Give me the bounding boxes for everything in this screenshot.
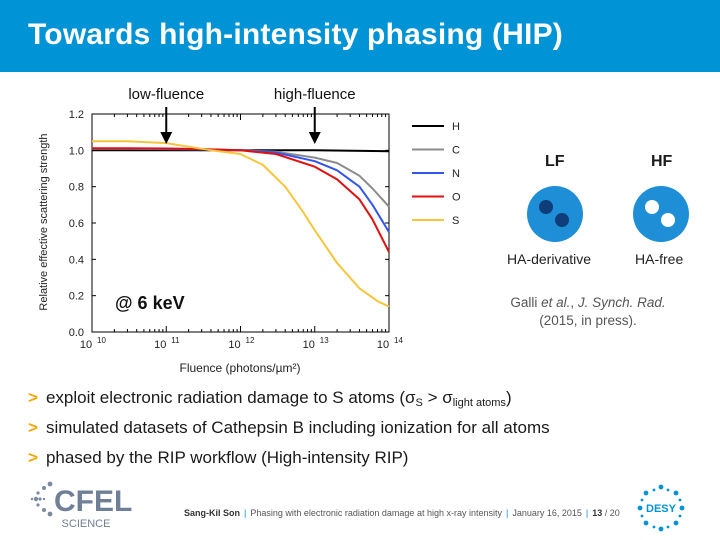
series-line-n	[92, 147, 390, 233]
y-tick-label: 1.2	[69, 109, 84, 121]
title-bar: Towards high-intensity phasing (HIP)	[0, 0, 720, 72]
lf-heavy-atom-icon	[539, 200, 553, 214]
x-tick-label: 10	[377, 339, 389, 351]
y-axis-label: Relative effective scattering strength	[38, 133, 50, 310]
desy-logo: DESY	[637, 484, 685, 532]
series-line-o	[92, 147, 390, 253]
cfel-logo: CFEL SCIENCE	[30, 481, 132, 530]
bullet-text: exploit electronic radiation damage to S…	[45, 388, 416, 407]
y-tick-label: 0.2	[69, 291, 84, 303]
citation: Galli et al., J. Synch. Rad. (2015, in p…	[510, 295, 666, 328]
fluence-annotation-label: low-fluence	[128, 86, 204, 103]
down-arrow-icon	[160, 132, 173, 144]
crystal-diagrams	[527, 186, 689, 242]
bullet-subscript: S	[415, 397, 423, 409]
y-tick-label: 0.8	[69, 182, 84, 194]
energy-annotation: @ 6 keV	[115, 293, 185, 313]
slide-title: Towards high-intensity phasing (HIP)	[28, 18, 563, 51]
citation-journal: J. Synch. Rad.	[577, 295, 666, 310]
citation-author: Galli	[510, 295, 538, 310]
footer-date: January 16, 2015	[512, 508, 582, 518]
citation-year: (2015, in press).	[539, 313, 637, 328]
x-axis-ticks: 10 10 10 11 10 12 10 13 10 14	[80, 114, 403, 351]
x-tick-label: 10	[80, 339, 92, 351]
x-tick-label: 10	[228, 339, 240, 351]
footer-talk-title: Phasing with electronic radiation damage…	[250, 508, 502, 518]
bullet-item: > phased by the RIP workflow (High-intens…	[28, 448, 550, 478]
legend-label-o: O	[452, 192, 461, 204]
legend-label-s: S	[452, 215, 459, 227]
desy-logo-dots-icon	[637, 484, 685, 532]
x-tick-label: 10	[303, 339, 315, 351]
lf-heavy-atom-icon	[555, 213, 569, 227]
footer-page-number: 13	[592, 508, 603, 518]
cfel-logo-dots-icon	[30, 481, 53, 517]
series-lines	[92, 140, 390, 308]
fluence-annotation-label: high-fluence	[274, 86, 356, 103]
legend-label-c: C	[452, 145, 460, 157]
cfel-logo-text: CFEL	[54, 485, 132, 518]
lf-crystal-label: HA-derivative	[507, 251, 592, 267]
bullet-arrow-icon: >	[28, 388, 38, 407]
y-tick-label: 0.6	[69, 218, 84, 230]
footer: Sang-Kil Son | Phasing with electronic rad…	[184, 508, 620, 518]
x-tick-exponent: 14	[394, 336, 403, 345]
annotations: low-fluence high-fluence @ 6 keV	[115, 86, 356, 313]
y-tick-label: 0.0	[69, 327, 84, 339]
y-tick-label: 1.0	[69, 145, 84, 157]
down-arrow-icon	[308, 132, 321, 144]
x-axis-label: Fluence (photons/µm²)	[180, 361, 301, 375]
hf-crystal-circle	[633, 186, 689, 242]
bullet-list: > exploit electronic radiation damage to …	[28, 388, 550, 478]
bullet-item: > simulated datasets of Cathepsin B inclu…	[28, 418, 550, 448]
legend-label-h: H	[452, 121, 460, 133]
footer-author: Sang-Kil Son	[184, 508, 240, 518]
desy-logo-text: DESY	[646, 503, 677, 515]
hf-label: HF	[651, 153, 673, 170]
footer-page-total: / 20	[604, 508, 620, 518]
bullet-subscript: light atoms	[452, 397, 506, 409]
x-tick-exponent: 13	[320, 336, 329, 345]
y-axis-ticks: 0.0 0.2 0.4 0.6 0.8 1.0 1.2	[69, 109, 389, 339]
x-tick-exponent: 12	[246, 336, 255, 345]
bullet-item: > exploit electronic radiation damage to …	[28, 388, 550, 418]
hf-light-atom-icon	[661, 213, 675, 227]
series-line-s	[92, 140, 390, 308]
bullet-text: )	[505, 388, 512, 407]
bullet-text: simulated datasets of Cathepsin B includ…	[45, 418, 550, 437]
lf-label: LF	[545, 153, 565, 170]
x-tick-label: 10	[154, 339, 166, 351]
x-tick-exponent: 10	[97, 336, 106, 345]
series-line-c	[92, 147, 390, 208]
y-tick-label: 0.4	[69, 254, 84, 266]
cfel-logo-subtext: SCIENCE	[62, 518, 111, 530]
lf-crystal-circle	[527, 186, 583, 242]
citation-etal: et al.	[541, 295, 571, 310]
bullet-arrow-icon: >	[28, 448, 38, 467]
bullet-text: > σ	[422, 388, 453, 407]
hf-light-atom-icon	[645, 200, 659, 214]
bullet-arrow-icon: >	[28, 418, 38, 437]
legend-label-n: N	[452, 168, 460, 180]
bullet-text: phased by the RIP workflow (High-intensi…	[45, 448, 409, 467]
x-tick-exponent: 11	[171, 336, 180, 345]
hf-crystal-label: HA-free	[635, 251, 684, 267]
